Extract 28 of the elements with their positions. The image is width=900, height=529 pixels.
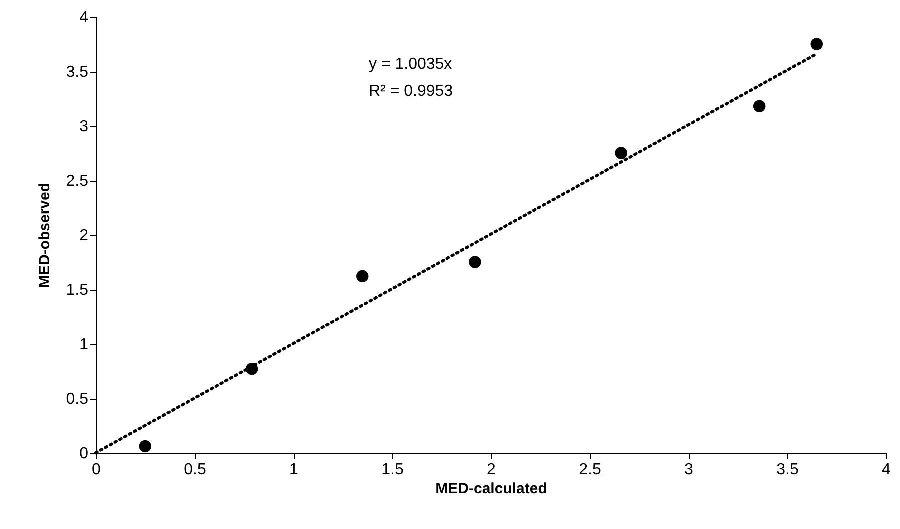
x-tick-label: 3.5 [776,462,799,478]
x-axis-title: MED-calculated [436,480,548,498]
x-tick-label: 1.5 [382,462,404,478]
y-axis-title: MED-observed [36,182,54,288]
annotation: R² = 0.9953 [369,83,454,100]
y-tick-label: 3.5 [66,64,89,81]
point [753,100,766,112]
point [810,38,823,50]
point [615,147,628,160]
point [356,270,369,283]
y-tick-label: 4 [80,10,89,26]
y-tick-label: 1.5 [66,282,89,299]
point [139,440,152,453]
y-tick-label: 2.5 [66,173,89,190]
y-tick-label: 1 [80,336,89,354]
y-tick-label: 0.5 [66,391,89,408]
x-tick-label: 4 [882,462,892,478]
y-tick-label: 3 [80,118,89,136]
x-tick-label: 2 [487,462,496,478]
point [469,256,482,268]
y-tick-label: 2 [80,228,89,244]
annotation: y = 1.0035x [369,56,452,73]
y-tick-label: 0 [80,446,89,462]
x-tick-label: 1 [290,462,299,478]
x-tick-label: 0.5 [184,462,206,478]
x-tick-label: 2.5 [579,462,602,478]
x-tick-label: 0 [92,462,102,478]
x-tick-label: 3 [684,462,694,478]
